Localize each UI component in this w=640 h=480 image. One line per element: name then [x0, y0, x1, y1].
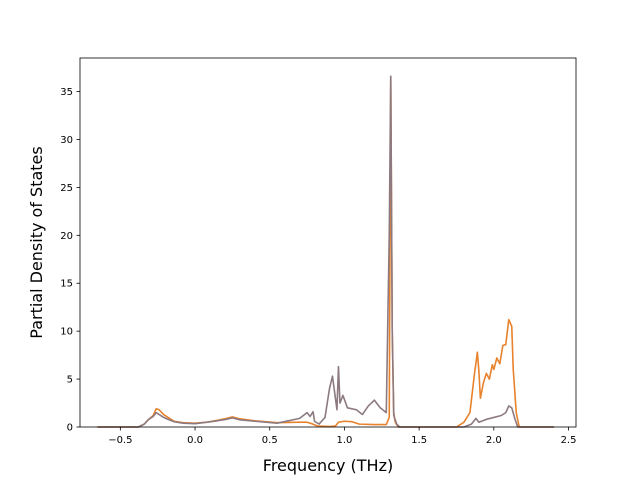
y-tick-label: 0 [67, 423, 73, 434]
y-tick-label: 35 [60, 87, 73, 98]
y-axis: 0 5 10 15 20 25 30 35 [60, 87, 80, 434]
y-tick-label: 5 [67, 375, 73, 386]
x-tick-label: 1.5 [411, 435, 427, 446]
y-tick-label: 20 [60, 231, 73, 242]
x-tick-label: 1.0 [336, 435, 352, 446]
y-tick-label: 15 [60, 279, 73, 290]
x-tick-label: 0.0 [187, 435, 203, 446]
x-tick-label: −0.5 [108, 435, 132, 446]
series-layer [97, 75, 555, 428]
x-axis: −0.5 0.0 0.5 1.0 1.5 2.0 2.5 [108, 427, 576, 446]
y-axis-label: Partial Density of States [27, 146, 46, 338]
x-tick-label: 2.5 [561, 435, 577, 446]
plot-area [80, 58, 576, 427]
y-tick-label: 10 [60, 327, 73, 338]
x-axis-label: Frequency (THz) [263, 456, 393, 475]
x-tick-label: 0.5 [262, 435, 278, 446]
x-tick-label: 2.0 [486, 435, 502, 446]
series-line-2 [97, 75, 555, 428]
y-tick-label: 30 [60, 135, 73, 146]
axes-frame [79, 57, 577, 428]
y-tick-label: 25 [60, 183, 73, 194]
